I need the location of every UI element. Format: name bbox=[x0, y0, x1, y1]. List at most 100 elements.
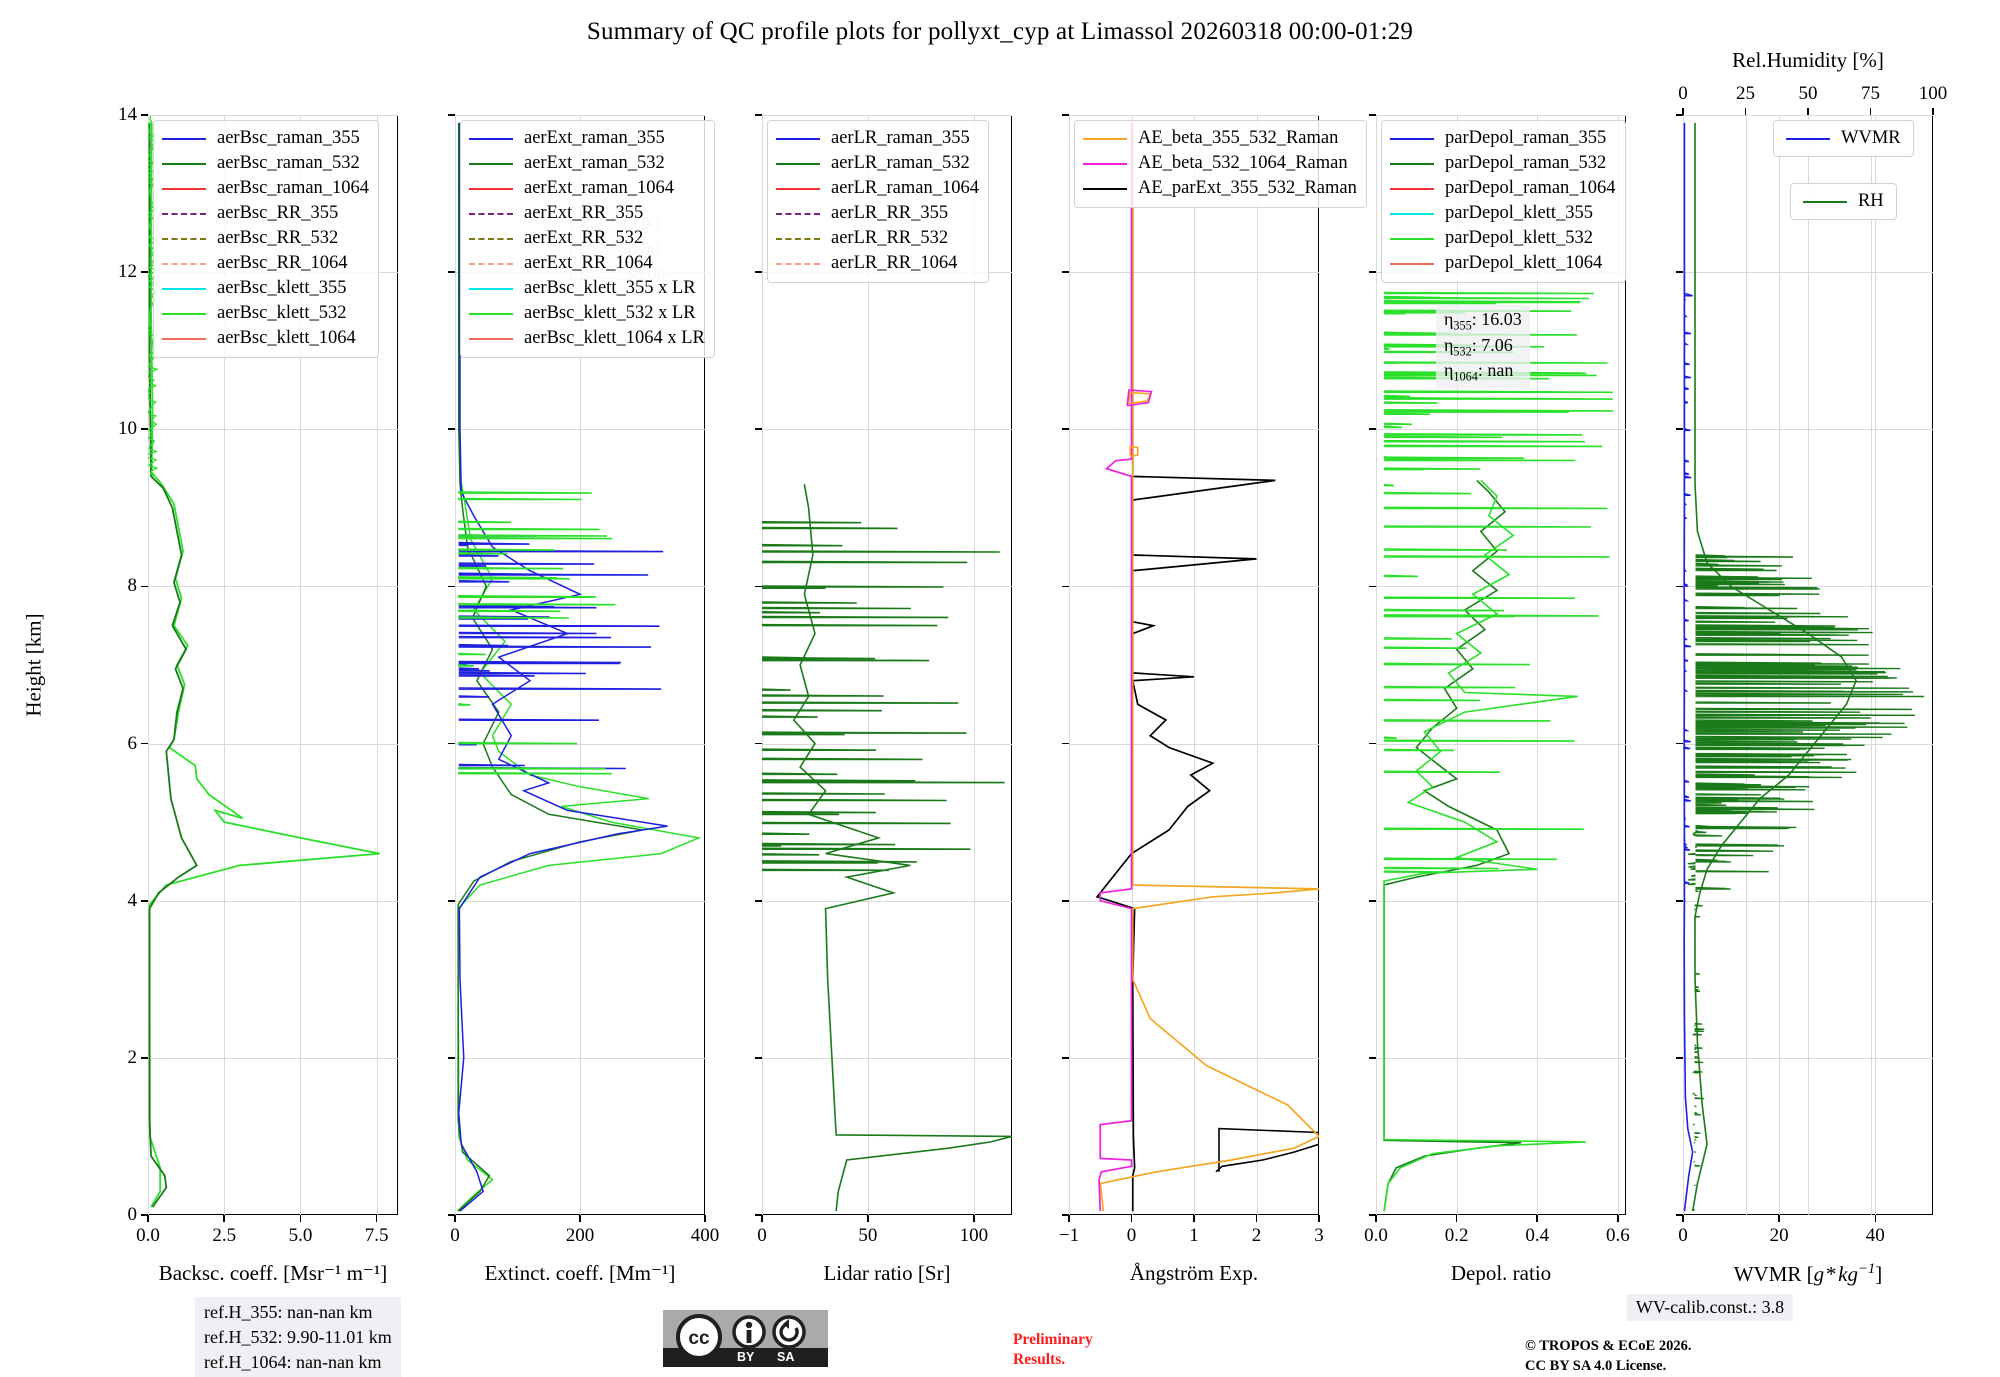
data-series bbox=[459, 675, 535, 676]
legend-item[interactable]: aerLR_RR_1064 bbox=[776, 251, 979, 276]
data-series bbox=[458, 553, 507, 554]
data-series bbox=[1696, 654, 1810, 655]
x-tick bbox=[1318, 1215, 1320, 1222]
data-series bbox=[1696, 711, 1861, 712]
data-series bbox=[762, 773, 837, 774]
legend-item[interactable]: aerBsc_raman_1064 bbox=[162, 176, 369, 201]
data-series bbox=[1693, 834, 1695, 835]
data-series bbox=[1696, 861, 1731, 862]
legend-item[interactable]: AE_beta_532_1064_Raman bbox=[1083, 151, 1357, 176]
data-series bbox=[1696, 673, 1878, 674]
legend-item[interactable]: aerExt_raman_532 bbox=[469, 151, 705, 176]
legend-item[interactable]: aerLR_RR_355 bbox=[776, 201, 979, 226]
data-series bbox=[1384, 402, 1437, 403]
data-series bbox=[459, 581, 510, 582]
legend-item[interactable]: WVMR bbox=[1773, 120, 1914, 157]
legend-item[interactable]: aerBsc_RR_355 bbox=[162, 201, 369, 226]
legend-item[interactable]: RH bbox=[1790, 183, 1897, 220]
legend-swatch-icon bbox=[1786, 138, 1830, 140]
data-series bbox=[1684, 293, 1692, 295]
data-series bbox=[458, 538, 612, 539]
x-tick-top bbox=[1745, 108, 1747, 115]
x-tick-label: 400 bbox=[691, 1225, 720, 1247]
legend-item[interactable]: aerBsc_klett_532 bbox=[162, 301, 369, 326]
x-tick-label: 7.5 bbox=[365, 1225, 389, 1247]
data-series bbox=[1696, 717, 1825, 718]
data-series bbox=[458, 665, 474, 666]
data-series bbox=[1384, 687, 1515, 688]
legend-item[interactable]: parDepol_raman_532 bbox=[1390, 151, 1616, 176]
y-tick bbox=[1062, 114, 1069, 116]
data-series bbox=[1696, 722, 1880, 723]
legend-item[interactable]: parDepol_raman_355 bbox=[1390, 126, 1616, 151]
legend-item[interactable]: parDepol_klett_355 bbox=[1390, 201, 1616, 226]
legend-label: parDepol_raman_355 bbox=[1445, 129, 1606, 148]
data-series bbox=[1384, 348, 1389, 349]
legend-item[interactable]: parDepol_klett_1064 bbox=[1390, 251, 1616, 276]
legend-item[interactable]: aerBsc_raman_532 bbox=[162, 151, 369, 176]
data-series bbox=[459, 563, 594, 564]
legend-wvmr-rh[interactable]: WVMR RH bbox=[1773, 120, 1914, 246]
data-series bbox=[1684, 429, 1690, 431]
legend-item[interactable]: aerExt_RR_532 bbox=[469, 226, 705, 251]
legend-item[interactable]: aerLR_raman_355 bbox=[776, 126, 979, 151]
data-series bbox=[762, 861, 917, 862]
legend-item[interactable]: aerBsc_klett_355 x LR bbox=[469, 276, 705, 301]
legend-item[interactable]: aerExt_raman_1064 bbox=[469, 176, 705, 201]
x-tick bbox=[454, 1215, 456, 1222]
x-tick-top-label: 50 bbox=[1799, 83, 1818, 105]
data-series bbox=[762, 833, 809, 834]
legend-item[interactable]: aerExt_RR_1064 bbox=[469, 251, 705, 276]
data-series bbox=[458, 535, 607, 536]
data-series bbox=[1696, 664, 1815, 665]
legend-item[interactable]: parDepol_klett_532 bbox=[1390, 226, 1616, 251]
legend-item[interactable]: AE_beta_355_532_Raman bbox=[1083, 126, 1357, 151]
legend-item[interactable]: aerBsc_RR_1064 bbox=[162, 251, 369, 276]
legend-swatch-icon bbox=[1390, 213, 1434, 215]
legend-item[interactable]: aerBsc_klett_355 bbox=[162, 276, 369, 301]
y-tick-label: 0 bbox=[128, 1204, 138, 1226]
legend-item[interactable]: aerExt_RR_355 bbox=[469, 201, 705, 226]
data-series bbox=[1688, 853, 1695, 854]
legend-item[interactable]: aerBsc_RR_532 bbox=[162, 226, 369, 251]
legend-swatch-icon bbox=[162, 163, 206, 165]
data-series bbox=[1695, 1095, 1696, 1096]
y-tick-label: 14 bbox=[118, 104, 137, 126]
data-series bbox=[762, 869, 889, 870]
data-series bbox=[1384, 493, 1471, 494]
y-tick bbox=[448, 1057, 455, 1059]
legend-swatch-icon bbox=[162, 188, 206, 190]
data-series bbox=[459, 668, 479, 669]
y-tick bbox=[755, 900, 762, 902]
legend-item[interactable]: aerBsc_raman_355 bbox=[162, 126, 369, 151]
legend-item[interactable]: aerBsc_klett_532 x LR bbox=[469, 301, 705, 326]
legend-item[interactable]: aerBsc_klett_1064 x LR bbox=[469, 326, 705, 351]
x-tick bbox=[1375, 1215, 1377, 1222]
data-series bbox=[1694, 1124, 1695, 1125]
legend-label: parDepol_klett_355 bbox=[1445, 204, 1593, 223]
legend-item[interactable]: aerLR_raman_532 bbox=[776, 151, 979, 176]
data-series bbox=[762, 793, 885, 794]
data-series bbox=[1696, 613, 1821, 614]
legend-item[interactable]: aerLR_raman_1064 bbox=[776, 176, 979, 201]
data-series bbox=[1696, 888, 1731, 889]
data-series bbox=[459, 543, 485, 544]
legend-item[interactable]: aerExt_raman_355 bbox=[469, 126, 705, 151]
data-series bbox=[1696, 564, 1719, 565]
legend-item[interactable]: parDepol_raman_1064 bbox=[1390, 176, 1616, 201]
data-series bbox=[1696, 810, 1732, 811]
legend-item[interactable]: AE_parExt_355_532_Raman bbox=[1083, 176, 1357, 201]
legend-item[interactable]: aerLR_RR_532 bbox=[776, 226, 979, 251]
cc-sa-label: SA bbox=[777, 1350, 794, 1364]
legend-item[interactable]: aerBsc_klett_1064 bbox=[162, 326, 369, 351]
data-series bbox=[458, 549, 555, 550]
data-series bbox=[1684, 376, 1691, 378]
data-series bbox=[1684, 882, 1689, 884]
